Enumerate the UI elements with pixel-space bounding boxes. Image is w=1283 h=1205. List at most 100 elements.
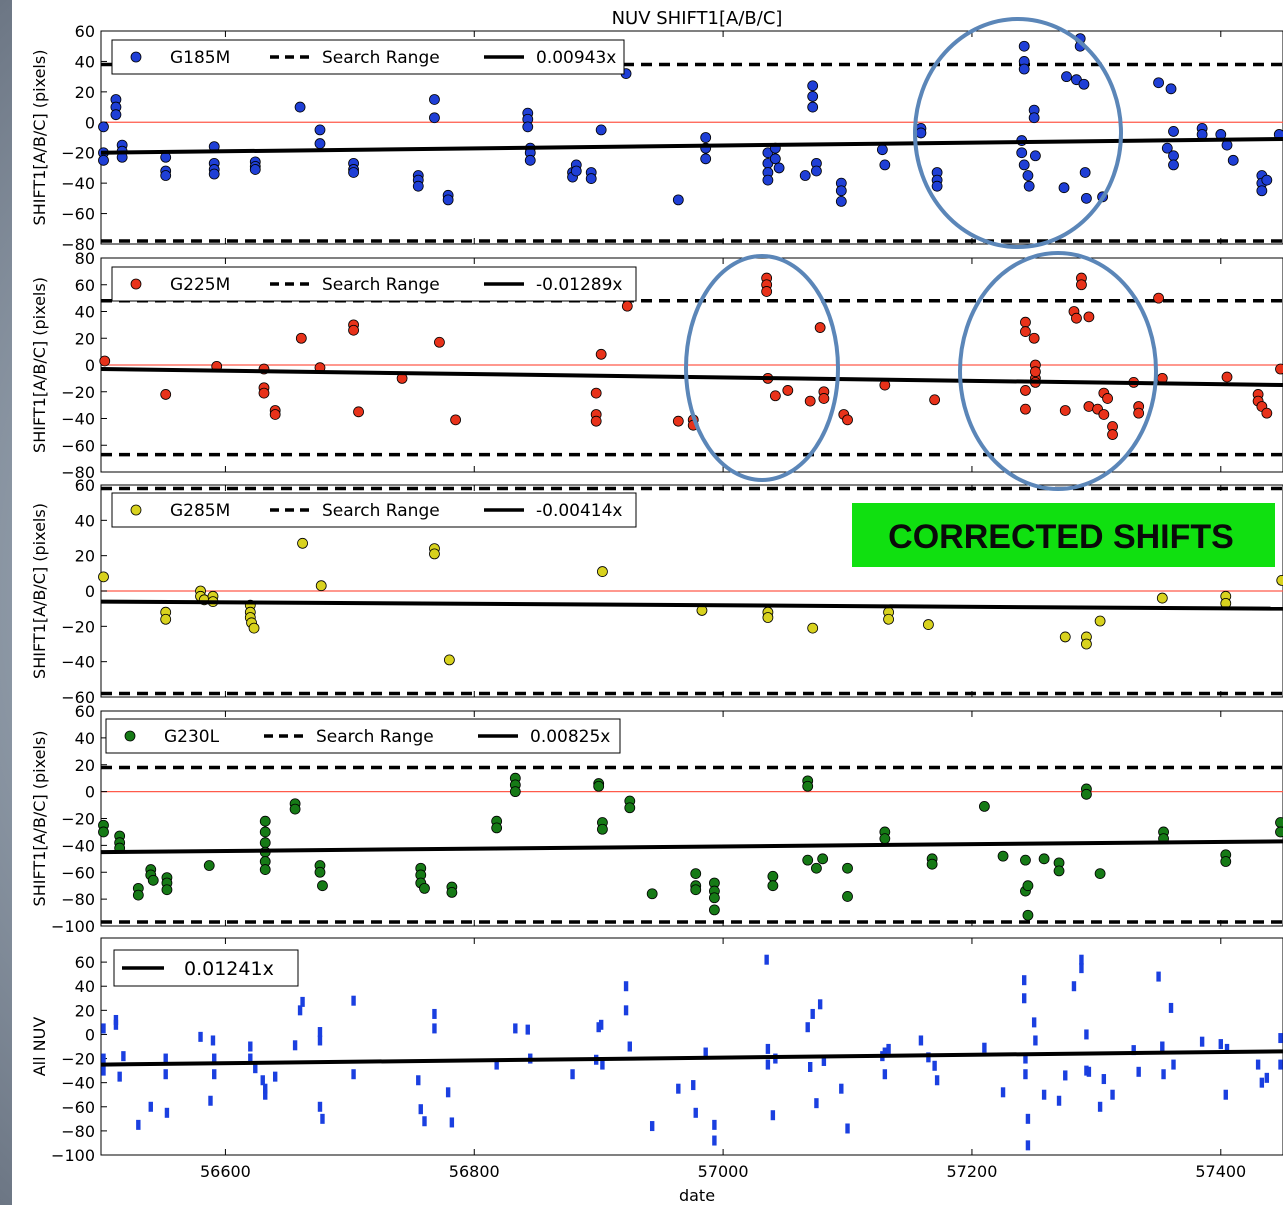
data-point	[212, 1069, 217, 1080]
data-point	[1033, 1035, 1038, 1046]
data-point	[263, 1083, 268, 1094]
data-point	[808, 1061, 813, 1072]
data-point	[1058, 182, 1070, 194]
data-point	[818, 393, 830, 404]
legend-series-label: G185M	[170, 48, 230, 68]
data-point	[429, 112, 440, 124]
data-point	[208, 168, 220, 180]
data-point	[494, 1059, 499, 1070]
data-point	[1165, 83, 1177, 95]
data-point	[300, 996, 305, 1007]
data-point	[443, 654, 455, 666]
data-point	[1156, 592, 1168, 604]
data-point	[593, 780, 605, 792]
data-point	[1041, 1089, 1047, 1100]
subplot-g225m: 80 60 40 20 0 −20 −40 −60 −80 SHIFT1[A/B/C] (pixe…	[30, 249, 1283, 482]
data-point	[419, 882, 430, 894]
data-point	[136, 1119, 141, 1130]
data-point	[672, 415, 684, 427]
data-point	[1061, 71, 1072, 83]
legend: G230L Search Range 0.00825x	[105, 718, 621, 754]
data-point	[1028, 112, 1040, 124]
data-point	[416, 1075, 421, 1086]
data-point	[762, 612, 774, 623]
fit-line	[100, 367, 1283, 388]
data-point	[1168, 126, 1179, 137]
data-point	[163, 1053, 168, 1064]
data-point	[99, 355, 111, 367]
data-point	[1038, 853, 1050, 865]
data-point	[842, 414, 853, 426]
data-point	[1056, 1095, 1062, 1106]
data-point	[434, 336, 445, 348]
y-tick-label: 20	[75, 1001, 95, 1020]
data-point	[1261, 407, 1273, 419]
fit-line	[100, 839, 1283, 855]
data-point	[623, 981, 629, 992]
data-point	[1053, 865, 1065, 877]
legend-fit-label: 0.01241x	[184, 958, 274, 980]
data-point	[1020, 326, 1031, 337]
data-point	[845, 1123, 850, 1134]
y-tick-label: −20	[61, 617, 95, 636]
data-point	[882, 1069, 888, 1080]
legend: 0.01241x	[113, 949, 299, 987]
data-point	[1076, 279, 1087, 291]
data-point	[1110, 1089, 1115, 1100]
data-point	[585, 173, 597, 184]
y-tick-label: −20	[61, 144, 95, 163]
data-point	[700, 153, 712, 165]
data-point	[1259, 1077, 1265, 1088]
data-point	[1071, 312, 1082, 324]
data-point	[814, 1098, 819, 1109]
data-point	[1030, 366, 1041, 378]
corrected-shifts-banner: CORRECTED SHIFTS	[888, 518, 1234, 556]
data-point	[422, 1116, 427, 1127]
data-point	[649, 1121, 655, 1132]
x-tick-label: 56800	[449, 1162, 500, 1181]
data-point	[915, 127, 927, 139]
data-point	[765, 1059, 771, 1070]
legend-fit-label: 0.00825x	[530, 727, 610, 747]
data-point	[842, 862, 853, 874]
data-point	[203, 860, 215, 871]
data-point	[1020, 403, 1031, 415]
legend-series-label: G225M	[170, 275, 230, 295]
data-point	[1020, 854, 1031, 866]
y-axis-label: SHIFT1[A/B/C] (pixels)	[30, 731, 49, 907]
data-point	[491, 822, 503, 834]
data-point	[929, 394, 941, 406]
data-point	[210, 1035, 216, 1046]
data-point	[1256, 185, 1268, 197]
data-point	[524, 154, 536, 166]
y-tick-label: 0	[85, 582, 95, 601]
y-tick-label: −20	[61, 810, 95, 829]
data-point	[418, 1104, 423, 1115]
data-point	[765, 1043, 771, 1054]
data-point	[708, 892, 720, 904]
data-point	[412, 180, 424, 192]
y-tick-label: 0	[85, 1025, 95, 1044]
data-point	[1261, 174, 1273, 186]
data-point	[1059, 631, 1071, 643]
data-point	[259, 815, 271, 827]
data-point	[883, 613, 894, 625]
data-point	[432, 1008, 437, 1019]
fit-line	[100, 137, 1283, 155]
y-tick-label: 80	[75, 249, 95, 268]
data-point	[164, 1107, 170, 1118]
y-tick-label: 40	[75, 977, 95, 996]
data-point	[320, 1113, 325, 1124]
data-point	[1168, 150, 1179, 162]
y-tick-label: −40	[61, 836, 95, 855]
y-tick-label: 0	[85, 113, 95, 132]
data-point	[1161, 142, 1173, 154]
data-point	[1081, 638, 1092, 650]
data-point	[163, 1069, 168, 1080]
data-point	[1221, 371, 1233, 383]
data-point	[272, 1071, 278, 1082]
data-point	[446, 887, 458, 898]
data-point	[821, 1055, 827, 1066]
data-point	[1079, 167, 1091, 178]
y-tick-label: 60	[75, 476, 95, 495]
